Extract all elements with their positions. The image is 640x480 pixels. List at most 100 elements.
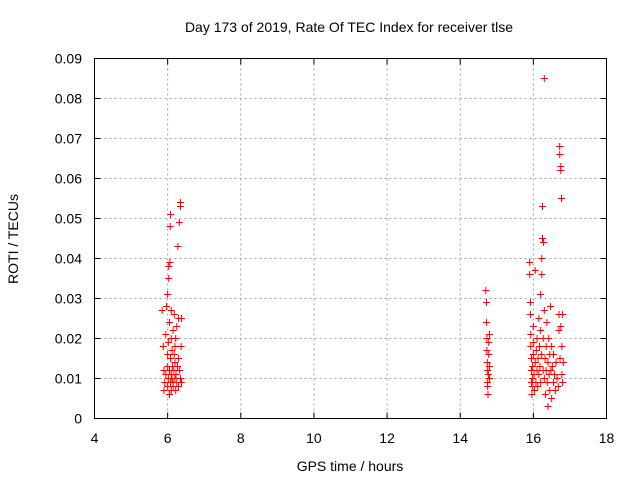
data-point	[174, 243, 182, 250]
data-point	[538, 255, 546, 262]
data-point	[529, 375, 537, 382]
data-point	[526, 271, 534, 278]
data-point	[172, 335, 180, 342]
data-point	[485, 351, 493, 358]
data-point	[552, 359, 560, 366]
data-point	[484, 391, 492, 398]
chart-title: Day 173 of 2019, Rate Of TEC Index for r…	[185, 19, 513, 35]
data-point	[536, 343, 544, 350]
data-point	[176, 367, 184, 374]
data-point	[548, 395, 556, 402]
data-point	[164, 351, 172, 358]
data-point	[534, 355, 542, 362]
data-point	[175, 219, 183, 226]
data-point	[557, 167, 565, 174]
data-point	[537, 291, 545, 298]
data-point	[535, 315, 543, 322]
data-point	[526, 311, 534, 318]
data-point	[557, 323, 565, 330]
data-point	[537, 379, 545, 386]
data-point	[176, 203, 184, 210]
data-point	[545, 335, 553, 342]
x-tick-label: 18	[599, 430, 615, 446]
data-point	[533, 335, 541, 342]
data-point	[159, 343, 167, 350]
y-tick-label: 0.01	[55, 371, 82, 387]
data-point	[165, 391, 173, 398]
data-point	[175, 355, 183, 362]
data-point	[556, 355, 564, 362]
data-point	[170, 351, 178, 358]
data-point	[535, 371, 543, 378]
data-point	[172, 371, 180, 378]
data-point	[540, 75, 548, 82]
data-point	[526, 259, 534, 266]
data-point	[531, 359, 539, 366]
data-point	[178, 315, 186, 322]
data-point	[172, 387, 180, 394]
data-point	[548, 343, 556, 350]
data-point	[556, 143, 564, 150]
data-point	[485, 363, 493, 370]
data-point	[170, 311, 178, 318]
data-point	[540, 375, 548, 382]
y-tick-label: 0.08	[55, 91, 82, 107]
data-point	[177, 343, 185, 350]
data-point	[484, 383, 492, 390]
data-point	[534, 383, 542, 390]
data-point	[544, 403, 552, 410]
data-point	[531, 267, 539, 274]
y-tick-label: 0.03	[55, 291, 82, 307]
data-point	[537, 327, 545, 334]
tick-labels: 0 0.01 0.02 0.03 0.04 0.05 0.06 0.07 0.08 0.09 4 6 8…	[55, 51, 615, 447]
data-point	[482, 287, 490, 294]
y-tick-label: 0.05	[55, 211, 82, 227]
data-point	[533, 367, 541, 374]
x-tick-label: 8	[237, 430, 245, 446]
data-point	[178, 379, 186, 386]
data-point	[544, 359, 552, 366]
data-point	[553, 375, 561, 382]
data-point	[556, 151, 564, 158]
data-point	[485, 375, 493, 382]
data-point	[559, 379, 567, 386]
data-point	[529, 323, 537, 330]
data-point	[174, 363, 182, 370]
x-tick-label: 16	[526, 430, 542, 446]
data-point	[483, 319, 491, 326]
data-point	[160, 387, 168, 394]
data-point	[170, 367, 178, 374]
x-axis-label: GPS time / hours	[297, 458, 404, 474]
x-tick-label: 12	[379, 430, 395, 446]
data-point	[162, 331, 170, 338]
data-point	[541, 391, 549, 398]
data-point	[483, 335, 491, 342]
data-point	[530, 387, 538, 394]
data-point	[167, 355, 175, 362]
data-point	[558, 343, 566, 350]
data-point	[165, 319, 173, 326]
data-point	[527, 331, 535, 338]
data-point	[540, 307, 548, 314]
y-tick-label: 0.02	[55, 331, 82, 347]
data-point	[484, 371, 492, 378]
data-point	[161, 379, 169, 386]
x-tick-label: 4	[91, 430, 99, 446]
grid-lines	[94, 58, 607, 419]
data-point	[485, 339, 493, 346]
y-tick-label: 0.04	[55, 251, 82, 267]
data-point	[536, 363, 544, 370]
data-point	[549, 379, 557, 386]
y-axis-label: ROTI / TECUs	[5, 194, 21, 284]
data-point	[547, 303, 555, 310]
plot-frame	[94, 58, 607, 419]
data-point	[528, 355, 536, 362]
data-point	[538, 271, 546, 278]
data-point	[164, 291, 172, 298]
data-point	[167, 307, 175, 314]
data-point	[541, 355, 549, 362]
data-point	[167, 211, 175, 218]
data-point	[168, 347, 176, 354]
data-point	[559, 359, 567, 366]
